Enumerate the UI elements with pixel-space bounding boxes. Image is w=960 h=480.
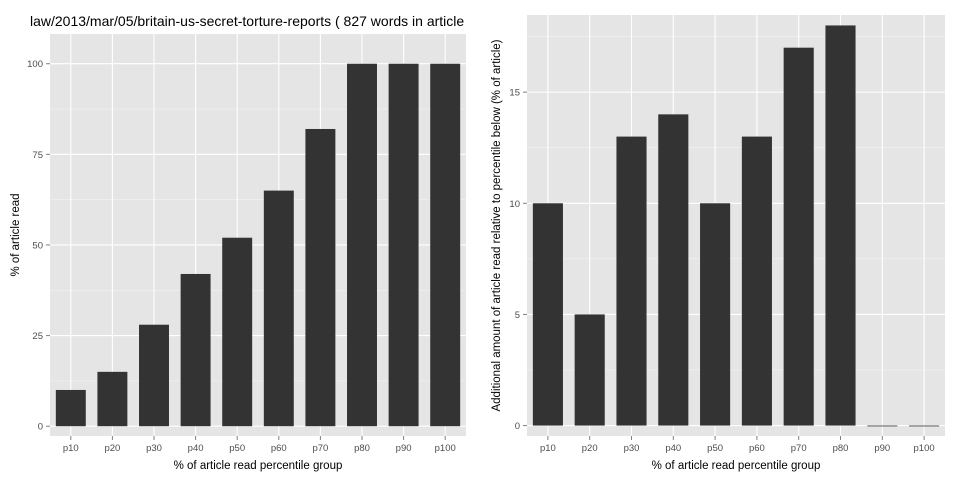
bar-p70 — [305, 128, 336, 427]
bar-p80 — [825, 25, 856, 426]
bar-p40 — [180, 273, 211, 427]
y-tick-label: 100 — [27, 59, 43, 70]
x-tick-label: p50 — [229, 443, 245, 454]
x-tick-label: p70 — [312, 443, 328, 454]
bar-p30 — [139, 324, 169, 427]
x-tick-label: p30 — [624, 443, 640, 454]
x-tick-label: p80 — [833, 443, 849, 454]
x-tick-label: p20 — [582, 443, 598, 454]
bar-p20 — [97, 371, 128, 427]
y-tick-label: 25 — [32, 331, 43, 342]
y-tick-label: 15 — [509, 88, 520, 99]
x-tick-label: p70 — [791, 443, 807, 454]
bar-p10 — [55, 389, 86, 427]
x-tick-label: p20 — [104, 443, 120, 454]
bar-p90 — [867, 425, 898, 427]
bar-p100 — [909, 425, 940, 427]
y-tick-label: 0 — [38, 422, 43, 433]
bar-p30 — [616, 136, 647, 426]
bar-p60 — [741, 136, 772, 426]
bar-p40 — [658, 114, 689, 426]
bar-p10 — [532, 203, 563, 426]
x-tick-label: p90 — [396, 443, 412, 454]
x-tick-label: p10 — [540, 443, 556, 454]
bar-p90 — [388, 63, 419, 427]
bar-p50 — [700, 203, 731, 426]
x-tick-label: p50 — [707, 443, 723, 454]
right-chart: 0 5 10 15 p10 p20 p30 p40 p50 p60 p70 p80 p90 p100 % o… — [491, 15, 945, 472]
x-tick-label: p30 — [146, 443, 162, 454]
x-tick-label: p100 — [435, 443, 456, 454]
x-tick-label: p60 — [749, 443, 765, 454]
bar-p60 — [263, 190, 294, 427]
y-tick-label: 0 — [515, 421, 520, 432]
y-axis-label: % of article read — [10, 193, 22, 276]
y-tick-label: 75 — [32, 150, 43, 161]
y-tick-label: 5 — [515, 310, 520, 321]
y-tick-label: 10 — [509, 199, 520, 210]
bar-p20 — [574, 314, 605, 426]
x-tick-label: p60 — [271, 443, 287, 454]
y-axis-label: Additional amount of article read relati… — [491, 39, 503, 411]
chart-title: law/2013/mar/05/britain-us-secret-tortur… — [30, 13, 465, 29]
bar-p100 — [430, 63, 461, 427]
x-tick-label: p10 — [63, 443, 79, 454]
bar-p70 — [783, 47, 814, 426]
x-tick-label: p90 — [874, 443, 890, 454]
x-axis-label: % of article read percentile group — [174, 460, 343, 472]
x-tick-label: p100 — [914, 443, 935, 454]
x-tick-label: p80 — [354, 443, 370, 454]
x-tick-label: p40 — [665, 443, 681, 454]
x-axis-label: % of article read percentile group — [652, 460, 821, 472]
bar-p80 — [347, 63, 377, 427]
y-tick-label: 50 — [32, 240, 43, 251]
x-tick-label: p40 — [188, 443, 204, 454]
left-chart: 0 25 50 75 100 p10 p20 p30 p40 p50 p60 p70 p80 p90 p10… — [10, 34, 466, 472]
bar-p50 — [222, 237, 253, 427]
